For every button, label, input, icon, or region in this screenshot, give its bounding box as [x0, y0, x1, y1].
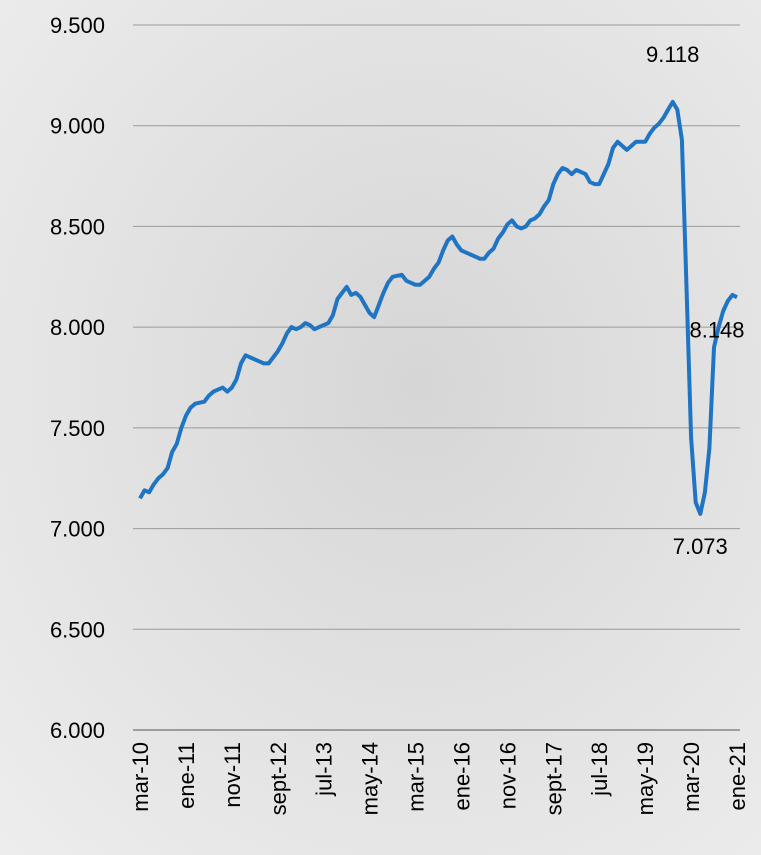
y-tick-label: 9.000 [50, 114, 105, 139]
x-tick-label: sept-12 [266, 742, 291, 815]
x-tick-label: jul-13 [312, 742, 337, 797]
y-tick-label: 7.500 [50, 416, 105, 441]
x-tick-label: ene-11 [174, 742, 199, 809]
y-tick-label: 6.500 [50, 617, 105, 642]
x-tick-label: sept-17 [541, 742, 566, 815]
x-tick-label: may-19 [633, 742, 658, 815]
y-tick-label: 6.000 [50, 718, 105, 743]
x-tick-label: nov-11 [220, 742, 245, 808]
y-tick-label: 8.000 [50, 315, 105, 340]
x-tick-label: mar-10 [128, 742, 153, 812]
data-line [138, 99, 738, 516]
x-tick-label: jul-18 [587, 742, 612, 797]
y-tick-label: 7.000 [50, 517, 105, 542]
x-tick-label: nov-16 [495, 742, 520, 809]
data-label: 9.118 [646, 42, 699, 67]
x-tick-label: mar-15 [404, 742, 429, 812]
y-tick-label: 9.500 [50, 13, 105, 38]
x-tick-label: may-14 [358, 742, 383, 815]
data-label: 8.148 [689, 317, 744, 342]
y-tick-label: 8.500 [50, 214, 105, 239]
x-tick-label: ene-21 [725, 742, 750, 811]
data-label: 7.073 [673, 534, 728, 559]
x-tick-label: ene-16 [449, 742, 474, 811]
x-tick-label: mar-20 [679, 742, 704, 812]
